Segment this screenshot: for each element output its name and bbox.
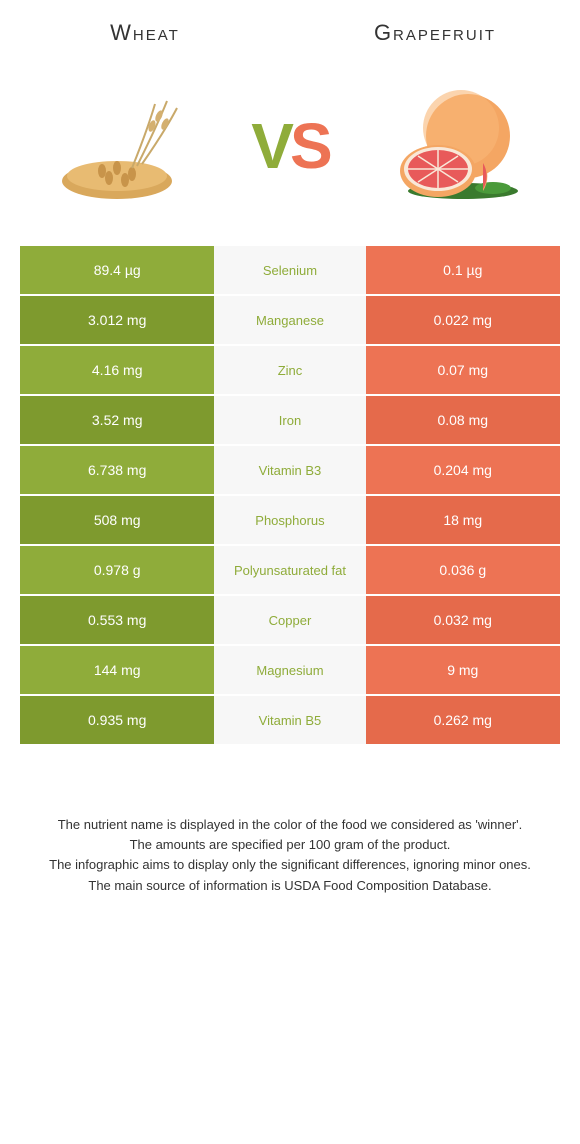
table-row: 144 mgMagnesium9 mg [20,646,560,694]
left-value: 3.012 mg [20,296,214,344]
table-row: 0.935 mgVitamin B50.262 mg [20,696,560,744]
right-value: 0.08 mg [366,396,560,444]
left-value: 144 mg [20,646,214,694]
right-value: 0.1 µg [366,246,560,294]
left-value: 89.4 µg [20,246,214,294]
left-value: 0.553 mg [20,596,214,644]
table-row: 508 mgPhosphorus18 mg [20,496,560,544]
wheat-icon [47,86,197,206]
visual-row: VS [0,56,580,246]
left-value: 0.978 g [20,546,214,594]
nutrient-label: Polyunsaturated fat [214,546,365,594]
right-value: 9 mg [366,646,560,694]
header-right: Grapefruit [290,20,580,46]
footnote-line: The main source of information is USDA F… [30,877,550,895]
table-row: 89.4 µgSelenium0.1 µg [20,246,560,294]
right-value: 18 mg [366,496,560,544]
nutrient-label: Phosphorus [214,496,365,544]
table-row: 3.012 mgManganese0.022 mg [20,296,560,344]
nutrient-label: Selenium [214,246,365,294]
right-value: 0.036 g [366,546,560,594]
left-value: 6.738 mg [20,446,214,494]
nutrient-label: Magnesium [214,646,365,694]
header-left: Wheat [0,20,290,46]
right-value: 0.022 mg [366,296,560,344]
nutrient-label: Vitamin B3 [214,446,365,494]
footnote-line: The infographic aims to display only the… [30,856,550,874]
header-row: Wheat Grapefruit [0,0,580,56]
nutrient-label: Zinc [214,346,365,394]
right-value: 0.07 mg [366,346,560,394]
nutrient-label: Copper [214,596,365,644]
table-row: 6.738 mgVitamin B30.204 mg [20,446,560,494]
left-value: 4.16 mg [20,346,214,394]
nutrient-label: Vitamin B5 [214,696,365,744]
table-row: 0.553 mgCopper0.032 mg [20,596,560,644]
vs-s: S [290,109,329,183]
left-value: 508 mg [20,496,214,544]
nutrient-label: Manganese [214,296,365,344]
nutrient-label: Iron [214,396,365,444]
left-value: 0.935 mg [20,696,214,744]
right-value: 0.032 mg [366,596,560,644]
vs-label: VS [251,109,328,183]
left-value: 3.52 mg [20,396,214,444]
table-row: 0.978 gPolyunsaturated fat0.036 g [20,546,560,594]
table-row: 4.16 mgZinc0.07 mg [20,346,560,394]
footnote-line: The amounts are specified per 100 gram o… [30,836,550,854]
footnote-line: The nutrient name is displayed in the co… [30,816,550,834]
nutrient-table: 89.4 µgSelenium0.1 µg3.012 mgManganese0.… [0,246,580,744]
right-value: 0.262 mg [366,696,560,744]
footnotes: The nutrient name is displayed in the co… [0,746,580,927]
vs-v: V [251,109,290,183]
table-row: 3.52 mgIron0.08 mg [20,396,560,444]
right-value: 0.204 mg [366,446,560,494]
grapefruit-icon [383,86,533,206]
